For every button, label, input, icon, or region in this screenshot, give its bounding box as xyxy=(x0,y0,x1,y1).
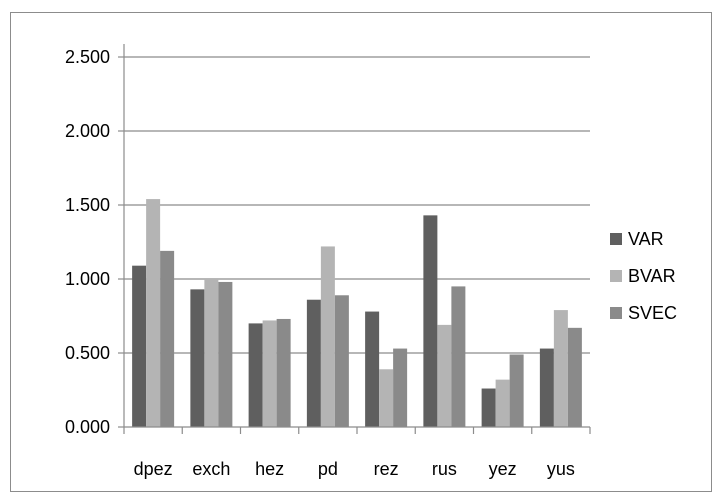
bar-svec-dpez xyxy=(160,250,175,427)
y-tick-label: 2.000 xyxy=(65,121,110,141)
legend-swatch-var xyxy=(610,233,622,245)
y-tick-label: 2.500 xyxy=(65,47,110,67)
legend: VAR BVAR SVEC xyxy=(610,229,677,323)
bar-svec-rez xyxy=(393,348,408,427)
y-tick-label: 0.500 xyxy=(65,343,110,363)
bar-var-hez xyxy=(248,323,263,427)
bar-var-yez xyxy=(481,388,496,427)
y-tick-label: 1.500 xyxy=(65,195,110,215)
bar-svec-pd xyxy=(334,295,349,427)
x-tick-label: exch xyxy=(192,459,230,479)
bar-bvar-yez xyxy=(495,379,510,427)
x-tick-label: rez xyxy=(374,459,399,479)
bar-bvar-rez xyxy=(379,369,394,427)
x-tick-label: rus xyxy=(432,459,457,479)
axes xyxy=(118,44,591,434)
bar-bvar-exch xyxy=(204,279,219,427)
bar-svec-yez xyxy=(509,354,524,427)
bar-var-dpez xyxy=(132,265,147,427)
y-axis-tick-labels: 0.000 0.500 1.000 1.500 2.000 2.500 xyxy=(65,47,110,437)
y-tick-label: 0.000 xyxy=(65,417,110,437)
bar-bvar-yus xyxy=(553,310,568,427)
y-tick-label: 1.000 xyxy=(65,269,110,289)
x-axis-tick-labels: dpez exch hez pd rez rus yez yus xyxy=(134,459,575,479)
x-tick-label: dpez xyxy=(134,459,173,479)
legend-swatch-bvar xyxy=(610,270,622,282)
x-tick-label: yez xyxy=(489,459,517,479)
legend-swatch-svec xyxy=(610,307,622,319)
x-tick-label: hez xyxy=(255,459,284,479)
bar-bvar-hez xyxy=(262,320,277,427)
legend-label-bvar: BVAR xyxy=(628,266,676,286)
bars xyxy=(132,199,582,427)
bar-var-rez xyxy=(365,311,380,427)
bar-svec-yus xyxy=(567,327,582,427)
bar-var-yus xyxy=(539,348,554,427)
bar-svec-rus xyxy=(451,286,466,427)
bar-var-exch xyxy=(190,289,205,427)
chart-frame xyxy=(10,12,712,492)
bar-bvar-pd xyxy=(320,246,335,427)
legend-label-var: VAR xyxy=(628,229,664,249)
x-tick-label: pd xyxy=(318,459,338,479)
bar-var-pd xyxy=(306,299,321,427)
bar-bvar-dpez xyxy=(146,199,161,427)
bar-svec-exch xyxy=(218,281,233,427)
legend-label-svec: SVEC xyxy=(628,303,677,323)
x-tick-label: yus xyxy=(547,459,575,479)
bar-bvar-rus xyxy=(437,324,452,427)
bar-var-rus xyxy=(423,215,438,427)
bar-svec-hez xyxy=(276,318,291,427)
